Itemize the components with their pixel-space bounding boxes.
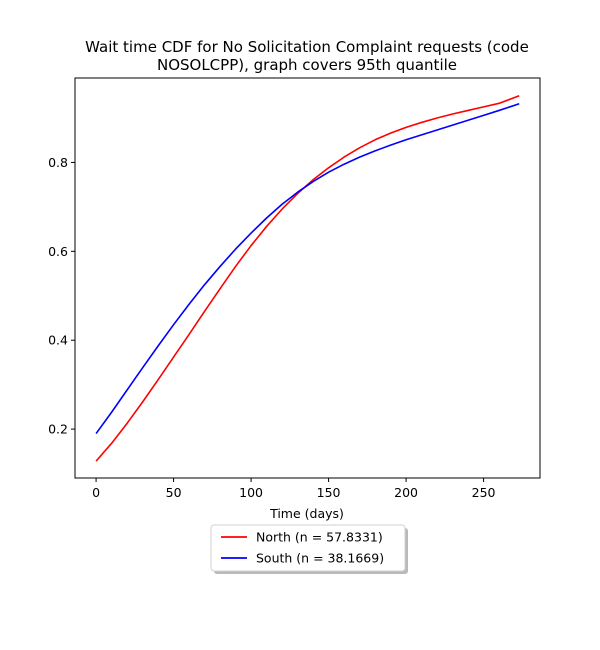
legend: North (n = 57.8331) South (n = 38.1669) [210,524,408,574]
axes: 0 50 100 150 200 250 0.2 0.4 0.6 0.8 [48,77,541,500]
x-tick-label: 200 [394,485,418,500]
chart-title-line-1: Wait time CDF for No Solicitation Compla… [85,38,529,56]
y-tick-label: 0.2 [48,422,68,437]
plot-area [95,95,520,462]
x-tick-label: 100 [239,485,263,500]
legend-label-north: North (n = 57.8331) [256,530,383,545]
legend-box [210,524,406,572]
y-tick-label: 0.4 [48,333,68,348]
x-tick-label: 150 [317,485,341,500]
x-axis-label: Time (days) [269,506,344,521]
series-line-south [95,103,520,435]
x-tick-label: 50 [166,485,182,500]
chart-title: Wait time CDF for No Solicitation Compla… [85,38,529,74]
x-tick-label: 0 [92,485,100,500]
axes-frame [74,77,541,479]
chart-title-line-2: NOSOLCPP), graph covers 95th quantile [157,56,457,74]
y-tick-label: 0.8 [48,155,68,170]
x-tick-label: 250 [472,485,496,500]
legend-label-south: South (n = 38.1669) [256,551,384,566]
y-tick-label: 0.6 [48,244,68,259]
